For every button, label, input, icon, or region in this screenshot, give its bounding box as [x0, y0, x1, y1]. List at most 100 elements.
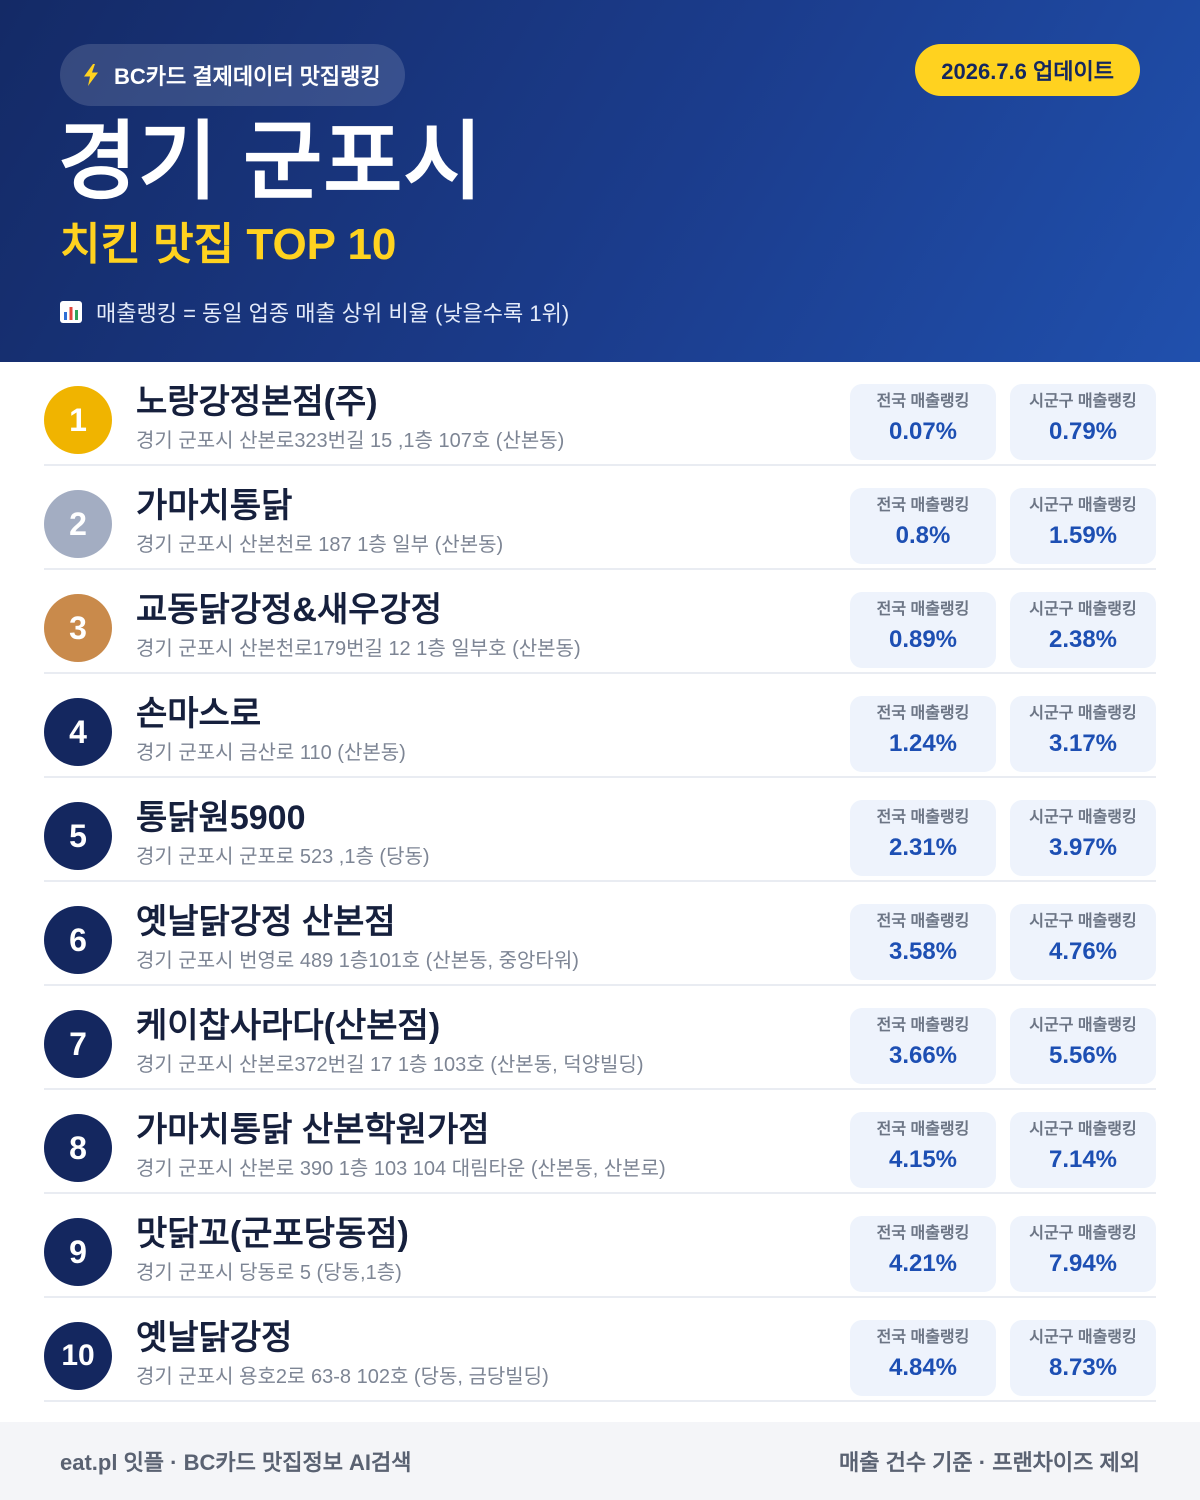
restaurant-name[interactable]: 가마치통닭: [136, 487, 293, 525]
restaurant-row[interactable]: 9 맛닭꼬(군포당동점) 경기 군포시 당동로 5 (당동,1층) 전국 매출랭킹 4.…: [44, 1194, 1156, 1298]
national-ranking-box: 전국 매출랭킹 3.58%: [850, 904, 996, 980]
national-ranking-label: 전국 매출랭킹: [876, 705, 970, 722]
restaurant-address: 경기 군포시 산본천로 187 1층 일부 (산본동): [136, 534, 504, 556]
rank-badge: 9: [44, 1218, 112, 1286]
category-title: 치킨 맛집 TOP 10: [60, 220, 397, 269]
restaurant-row[interactable]: 5 통닭원5900 경기 군포시 군포로 523 ,1층 (당동) 전국 매출랭킹 2.…: [44, 778, 1156, 882]
local-ranking-value: 7.94%: [1048, 1250, 1118, 1277]
footer: eat.pl 잇플 · BC카드 맛집정보 AI검색 매출 건수 기준 · 프랜…: [0, 1422, 1200, 1500]
restaurant-list: 1 노랑강정본점(주) 경기 군포시 산본로323번길 15 ,1층 107호 (산…: [44, 362, 1156, 1402]
source-label: BC카드 결제데이터 맛집랭킹: [114, 64, 381, 89]
restaurant-address: 경기 군포시 군포로 523 ,1층 (당동): [136, 846, 430, 868]
local-ranking-label: 시군구 매출랭킹: [1029, 1225, 1137, 1242]
rank-badge: 4: [44, 698, 112, 766]
national-ranking-label: 전국 매출랭킹: [876, 1017, 970, 1034]
local-ranking-box: 시군구 매출랭킹 8.73%: [1010, 1320, 1156, 1396]
ranking-legend: 매출랭킹 = 동일 업종 매출 상위 비율 (낮을수록 1위): [60, 296, 569, 328]
national-ranking-label: 전국 매출랭킹: [876, 601, 970, 618]
restaurant-address: 경기 군포시 산본천로179번길 12 1층 일부호 (산본동): [136, 638, 581, 660]
restaurant-address: 경기 군포시 당동로 5 (당동,1층): [136, 1262, 402, 1284]
national-ranking-box: 전국 매출랭킹 0.8%: [850, 488, 996, 564]
local-ranking-value: 1.59%: [1048, 522, 1118, 549]
local-ranking-value: 5.56%: [1048, 1042, 1118, 1069]
restaurant-row[interactable]: 10 옛날닭강정 경기 군포시 용호2로 63-8 102호 (당동, 금당빌딩) 전…: [44, 1298, 1156, 1402]
restaurant-name[interactable]: 손마스로: [136, 695, 262, 733]
restaurant-address: 경기 군포시 번영로 489 1층101호 (산본동, 중앙타워): [136, 950, 579, 972]
local-ranking-label: 시군구 매출랭킹: [1029, 497, 1137, 514]
region-title: 경기 군포시: [58, 114, 484, 210]
local-ranking-label: 시군구 매출랭킹: [1029, 705, 1137, 722]
national-ranking-box: 전국 매출랭킹 4.21%: [850, 1216, 996, 1292]
restaurant-address: 경기 군포시 산본로372번길 17 1층 103호 (산본동, 덕양빌딩): [136, 1054, 644, 1076]
national-ranking-box: 전국 매출랭킹 3.66%: [850, 1008, 996, 1084]
local-ranking-value: 0.79%: [1048, 418, 1118, 445]
restaurant-address: 경기 군포시 용호2로 63-8 102호 (당동, 금당빌딩): [136, 1366, 549, 1388]
restaurant-address: 경기 군포시 금산로 110 (산본동): [136, 742, 406, 764]
local-ranking-label: 시군구 매출랭킹: [1029, 393, 1137, 410]
local-ranking-label: 시군구 매출랭킹: [1029, 1121, 1137, 1138]
rank-badge: 2: [44, 490, 112, 558]
national-ranking-label: 전국 매출랭킹: [876, 497, 970, 514]
bar-chart-icon: [60, 301, 82, 323]
local-ranking-box: 시군구 매출랭킹 3.97%: [1010, 800, 1156, 876]
local-ranking-box: 시군구 매출랭킹 0.79%: [1010, 384, 1156, 460]
restaurant-name[interactable]: 맛닭꼬(군포당동점): [136, 1215, 409, 1253]
restaurant-name[interactable]: 옛날닭강정 산본점: [136, 903, 396, 941]
rank-badge: 7: [44, 1010, 112, 1078]
national-ranking-label: 전국 매출랭킹: [876, 913, 970, 930]
restaurant-row[interactable]: 1 노랑강정본점(주) 경기 군포시 산본로323번길 15 ,1층 107호 (산…: [44, 362, 1156, 466]
local-ranking-box: 시군구 매출랭킹 3.17%: [1010, 696, 1156, 772]
update-date-badge: 2026.7.6 업데이트: [915, 44, 1140, 96]
restaurant-row[interactable]: 7 케이찹사라다(산본점) 경기 군포시 산본로372번길 17 1층 103호 (…: [44, 986, 1156, 1090]
national-ranking-box: 전국 매출랭킹 4.84%: [850, 1320, 996, 1396]
local-ranking-value: 7.14%: [1048, 1146, 1118, 1173]
restaurant-name[interactable]: 케이찹사라다(산본점): [136, 1007, 441, 1045]
local-ranking-label: 시군구 매출랭킹: [1029, 601, 1137, 618]
national-ranking-label: 전국 매출랭킹: [876, 393, 970, 410]
local-ranking-value: 8.73%: [1048, 1354, 1118, 1381]
national-ranking-box: 전국 매출랭킹 4.15%: [850, 1112, 996, 1188]
national-ranking-label: 전국 매출랭킹: [876, 809, 970, 826]
restaurant-name[interactable]: 가마치통닭 산본학원가점: [136, 1111, 490, 1149]
national-ranking-value: 4.21%: [888, 1250, 958, 1277]
national-ranking-value: 0.8%: [895, 522, 951, 549]
rank-badge: 3: [44, 594, 112, 662]
national-ranking-value: 3.66%: [888, 1042, 958, 1069]
local-ranking-box: 시군구 매출랭킹 7.14%: [1010, 1112, 1156, 1188]
restaurant-address: 경기 군포시 산본로 390 1층 103 104 대림타운 (산본동, 산본로…: [136, 1158, 666, 1180]
national-ranking-value: 0.07%: [888, 418, 958, 445]
header-banner: BC카드 결제데이터 맛집랭킹 2026.7.6 업데이트 경기 군포시 치킨 …: [0, 0, 1200, 362]
rank-badge: 6: [44, 906, 112, 974]
national-ranking-label: 전국 매출랭킹: [876, 1121, 970, 1138]
local-ranking-box: 시군구 매출랭킹 4.76%: [1010, 904, 1156, 980]
national-ranking-box: 전국 매출랭킹 2.31%: [850, 800, 996, 876]
footer-brand-text: eat.pl 잇플 · BC카드 맛집정보 AI검색: [60, 1450, 412, 1475]
restaurant-name[interactable]: 교동닭강정&새우강정: [136, 591, 443, 629]
local-ranking-box: 시군구 매출랭킹 1.59%: [1010, 488, 1156, 564]
local-ranking-box: 시군구 매출랭킹 7.94%: [1010, 1216, 1156, 1292]
local-ranking-value: 3.17%: [1048, 730, 1118, 757]
restaurant-name[interactable]: 통닭원5900: [136, 799, 306, 837]
restaurant-name[interactable]: 노랑강정본점(주): [136, 383, 378, 421]
national-ranking-label: 전국 매출랭킹: [876, 1225, 970, 1242]
national-ranking-value: 0.89%: [888, 626, 958, 653]
local-ranking-box: 시군구 매출랭킹 5.56%: [1010, 1008, 1156, 1084]
local-ranking-label: 시군구 매출랭킹: [1029, 913, 1137, 930]
national-ranking-box: 전국 매출랭킹 1.24%: [850, 696, 996, 772]
local-ranking-value: 2.38%: [1048, 626, 1118, 653]
lightning-bolt-icon: [84, 64, 98, 86]
national-ranking-value: 1.24%: [888, 730, 958, 757]
local-ranking-value: 4.76%: [1048, 938, 1118, 965]
footer-note: 매출 건수 기준 · 프랜차이즈 제외: [838, 1450, 1140, 1475]
national-ranking-label: 전국 매출랭킹: [876, 1329, 970, 1346]
restaurant-address: 경기 군포시 산본로323번길 15 ,1층 107호 (산본동): [136, 430, 565, 452]
national-ranking-value: 4.15%: [888, 1146, 958, 1173]
rank-badge: 8: [44, 1114, 112, 1182]
national-ranking-box: 전국 매출랭킹 0.89%: [850, 592, 996, 668]
restaurant-name[interactable]: 옛날닭강정: [136, 1319, 293, 1357]
